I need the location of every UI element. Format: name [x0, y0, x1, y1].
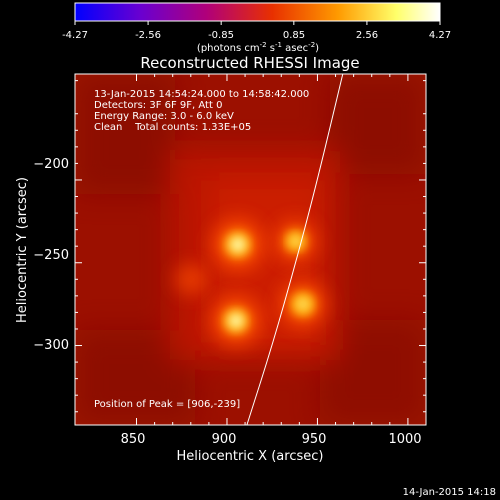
source-core: [229, 236, 246, 253]
colorbar-tick-label: 4.27: [429, 30, 451, 41]
flare-source: [279, 280, 327, 328]
x-tick-label: 900: [212, 432, 237, 447]
x-tick-label: 950: [302, 432, 327, 447]
colorbar-tick-label: 0.85: [283, 30, 305, 41]
colorbar-frame: [74, 2, 441, 22]
x-axis-label: Heliocentric X (arcsec): [177, 449, 324, 464]
colorbar-tick-labels: -4.27 -2.56 -0.85 0.85 2.56 4.27: [62, 30, 451, 41]
plot-area: [75, 74, 426, 425]
source-halo: [175, 263, 207, 295]
flare-source: [274, 220, 317, 263]
colorbar-tick-label: 2.56: [356, 30, 378, 41]
chart-title: Reconstructed RHESSI Image: [140, 54, 359, 72]
flare-source: [211, 218, 264, 271]
colorbar: [75, 3, 440, 21]
y-axis-label: Heliocentric Y (arcsec): [15, 177, 30, 323]
colorbar-tick-label: -2.56: [135, 30, 161, 41]
source-core: [295, 297, 311, 312]
y-tick-label: −200: [33, 157, 69, 172]
colorbar-ticks: [74, 21, 441, 25]
x-tick-label: 850: [121, 432, 146, 447]
x-tick-label: 1000: [388, 432, 421, 447]
annotation-detectors: Detectors: 3F 6F 9F, Att 0: [94, 100, 222, 111]
source-core: [228, 312, 244, 329]
colorbar-units: (photons cm-2 s-1 asec-2): [197, 41, 319, 54]
annotation-clean: Clean Total counts: 1.33E+05: [94, 122, 251, 133]
y-tick-label: −250: [33, 248, 69, 263]
colorbar-tick-label: -0.85: [208, 30, 234, 41]
flare-sources: [175, 218, 327, 346]
footer-timestamp: 14-Jan-2015 14:18: [403, 487, 496, 498]
annotation-energy: Energy Range: 3.0 - 6.0 keV: [94, 111, 234, 122]
source-core: [289, 235, 302, 248]
solar-limb-curve: [246, 74, 344, 425]
flare-source: [175, 263, 207, 295]
axis-ticks: [75, 74, 426, 425]
annotation-peak-position: Position of Peak = [906,-239]: [94, 399, 240, 410]
colorbar-tick-label: -4.27: [62, 30, 88, 41]
flare-source: [210, 295, 262, 346]
annotation-time: 13-Jan-2015 14:54:24.000 to 14:58:42.000: [94, 89, 309, 100]
y-tick-label: −300: [33, 338, 69, 353]
plot-frame: [74, 73, 427, 426]
